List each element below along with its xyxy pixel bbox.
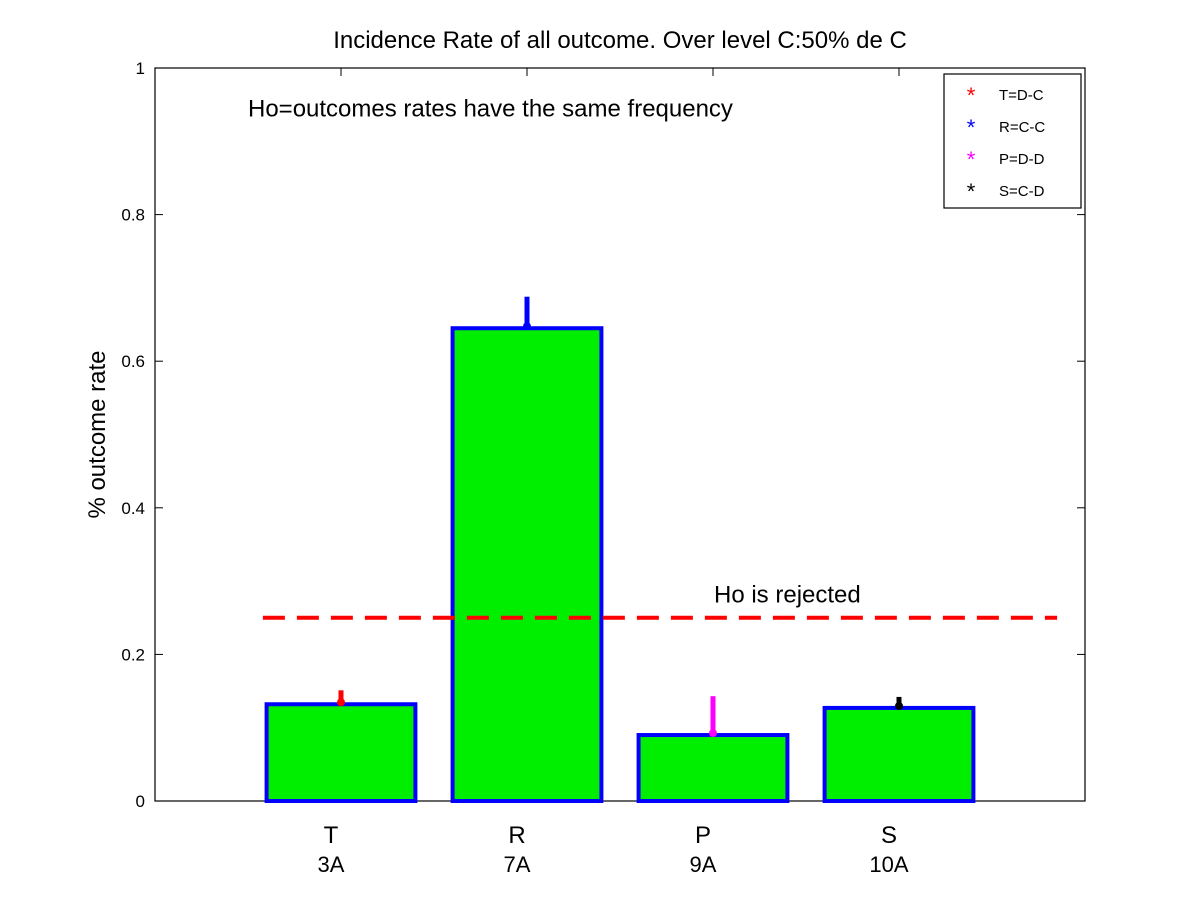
axes-box: [154, 67, 1086, 802]
legend-marker-icon: *: [967, 147, 976, 172]
annotation-hypothesis: Ho=outcomes rates have the same frequenc…: [248, 95, 733, 122]
legend-label: R=C-C: [999, 119, 1045, 136]
x-category-label: T: [324, 822, 339, 849]
x-category-label: R: [508, 822, 525, 849]
annotation-rejected: Ho is rejected: [714, 581, 861, 608]
y-tick-label: 1: [136, 59, 145, 78]
y-tick-label: 0.8: [121, 206, 145, 225]
y-axis-label: % outcome rate: [84, 350, 111, 518]
bar-P: [636, 733, 790, 804]
y-tick-label: 0: [136, 792, 145, 811]
y-tick-label: 0.2: [121, 645, 145, 664]
x-category-sublabel: 7A: [504, 852, 531, 877]
legend-label: T=D-C: [999, 87, 1044, 104]
legend-marker-icon: *: [967, 83, 976, 108]
legend-box: [943, 73, 1082, 209]
chart-title: Incidence Rate of all outcome. Over leve…: [333, 27, 907, 54]
legend-label: P=D-D: [999, 151, 1045, 168]
error-bar-cap-P: [709, 729, 717, 738]
error-bar-cap-S: [895, 701, 903, 710]
x-category-sublabel: 9A: [690, 852, 717, 877]
legend-marker-icon: *: [967, 115, 976, 140]
x-category-sublabel: 10A: [869, 852, 908, 877]
bar-S: [822, 705, 976, 803]
bar-R: [450, 326, 604, 803]
y-tick-label: 0.6: [121, 352, 145, 371]
y-tick-label: 0.4: [121, 499, 145, 518]
legend-marker-icon: *: [967, 179, 976, 204]
x-category-sublabel: 3A: [318, 852, 345, 877]
plot-area: 0 0.2 0.4 0.6 0.8 1 T 3A R 7A P 9A S 10A Incidence Rat…: [84, 27, 1086, 877]
legend-label: S=C-D: [999, 183, 1045, 200]
bar-T: [264, 702, 418, 804]
error-bar-cap-R: [523, 322, 531, 331]
x-category-label: S: [881, 822, 897, 849]
error-bar-cap-T: [337, 698, 345, 707]
x-category-label: P: [695, 822, 711, 849]
